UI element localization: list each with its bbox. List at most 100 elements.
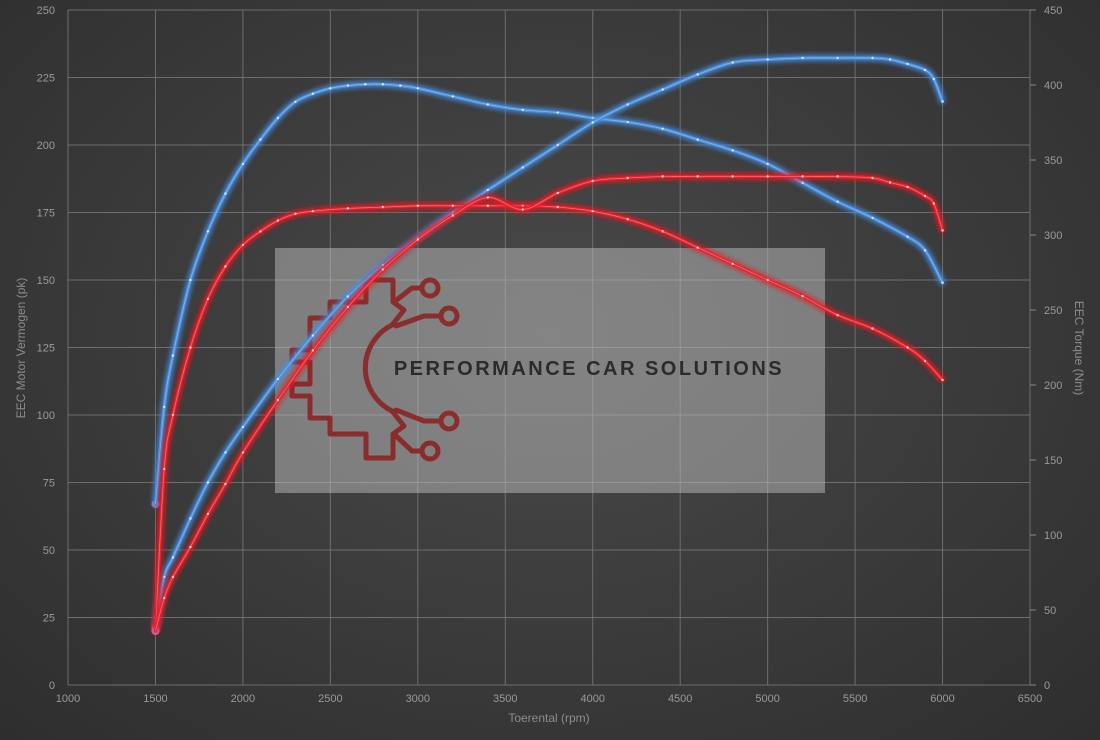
data-point bbox=[163, 575, 166, 579]
x-tick-label: 1000 bbox=[56, 693, 80, 705]
circuit-trace-icon bbox=[393, 313, 443, 329]
data-point bbox=[416, 204, 420, 207]
data-point bbox=[163, 596, 166, 600]
data-point bbox=[171, 556, 175, 559]
data-point bbox=[381, 83, 385, 86]
y-right-tick-label: 0 bbox=[1044, 680, 1050, 692]
data-point bbox=[836, 175, 839, 178]
data-point bbox=[888, 181, 892, 184]
data-point bbox=[311, 349, 315, 352]
data-point bbox=[163, 467, 166, 471]
data-point bbox=[556, 191, 559, 195]
data-point bbox=[163, 405, 166, 409]
circuit-trace-icon bbox=[391, 431, 425, 454]
data-point bbox=[206, 230, 210, 233]
y-left-tick-label: 125 bbox=[37, 343, 55, 355]
data-point bbox=[766, 175, 769, 178]
data-point bbox=[906, 62, 909, 66]
data-point bbox=[241, 451, 245, 454]
data-point bbox=[696, 138, 699, 141]
y-left-tick-label: 225 bbox=[37, 73, 55, 85]
y-left-axis-title: EEC Motor Vermogen (pk) bbox=[14, 278, 28, 419]
data-point bbox=[871, 327, 874, 330]
data-point bbox=[206, 512, 210, 516]
data-point bbox=[626, 218, 629, 221]
data-point bbox=[311, 334, 315, 337]
x-tick-label: 2000 bbox=[231, 693, 255, 705]
data-point bbox=[801, 56, 804, 60]
data-point bbox=[731, 262, 734, 265]
y-left-tick-label: 100 bbox=[37, 410, 55, 422]
data-point bbox=[801, 295, 804, 298]
circuit-trace-icon bbox=[391, 285, 424, 305]
y-right-tick-label: 400 bbox=[1044, 80, 1062, 92]
y-left-tick-label: 25 bbox=[43, 613, 55, 625]
series-line-torque-stock bbox=[153, 174, 945, 633]
data-point bbox=[888, 58, 892, 61]
data-point bbox=[399, 84, 402, 87]
data-point bbox=[591, 209, 594, 213]
series-highlight-torque-stock bbox=[155, 176, 943, 632]
data-point bbox=[294, 212, 297, 216]
data-point bbox=[259, 138, 262, 141]
data-point bbox=[486, 204, 489, 207]
data-point bbox=[923, 249, 927, 252]
data-point bbox=[224, 482, 227, 486]
data-point bbox=[451, 211, 454, 214]
data-point bbox=[206, 481, 210, 484]
data-point bbox=[171, 575, 175, 579]
data-point bbox=[836, 56, 839, 60]
data-point bbox=[661, 127, 664, 130]
data-point bbox=[696, 175, 699, 178]
y-left-tick-label: 75 bbox=[43, 478, 55, 490]
data-point bbox=[311, 92, 315, 95]
y-right-axis-title: EEC Torque (Nm) bbox=[1072, 301, 1086, 395]
circuit-node-icon bbox=[419, 440, 441, 462]
data-point bbox=[661, 175, 664, 178]
data-point bbox=[364, 83, 367, 86]
data-point bbox=[521, 108, 524, 112]
data-point bbox=[556, 205, 559, 209]
data-point bbox=[451, 204, 454, 207]
data-point bbox=[381, 205, 385, 209]
data-point bbox=[591, 179, 594, 183]
data-point bbox=[556, 111, 559, 114]
y-right-tick-label: 300 bbox=[1044, 230, 1062, 242]
y-left-tick-label: 200 bbox=[37, 140, 55, 152]
x-axis-title: Toerental (rpm) bbox=[508, 711, 589, 725]
data-point bbox=[486, 196, 489, 199]
data-point bbox=[224, 265, 227, 268]
data-point bbox=[731, 61, 734, 64]
data-point bbox=[224, 451, 227, 454]
data-point bbox=[171, 354, 175, 357]
data-point bbox=[923, 68, 927, 72]
y-right-tick-label: 100 bbox=[1044, 530, 1062, 542]
data-point bbox=[381, 268, 385, 271]
data-point bbox=[381, 263, 385, 267]
data-point bbox=[923, 194, 927, 198]
data-point bbox=[871, 216, 874, 220]
data-point bbox=[731, 149, 734, 152]
data-point bbox=[171, 413, 175, 417]
data-point bbox=[626, 120, 629, 124]
data-point bbox=[311, 209, 315, 213]
data-point bbox=[189, 346, 192, 349]
gear-icon bbox=[289, 277, 407, 461]
data-point bbox=[294, 100, 297, 104]
x-tick-label: 2500 bbox=[318, 693, 342, 705]
y-left-tick-label: 150 bbox=[37, 275, 55, 287]
data-point bbox=[766, 278, 769, 282]
data-point bbox=[871, 176, 874, 180]
data-point bbox=[189, 278, 192, 282]
data-point bbox=[731, 175, 734, 178]
data-point bbox=[276, 219, 280, 222]
data-point bbox=[416, 87, 420, 90]
y-right-tick-label: 150 bbox=[1044, 455, 1062, 467]
data-point bbox=[906, 185, 909, 189]
data-point bbox=[241, 162, 245, 166]
data-point bbox=[941, 281, 944, 284]
data-point bbox=[932, 77, 935, 81]
data-point bbox=[276, 377, 280, 381]
data-point bbox=[801, 181, 804, 184]
